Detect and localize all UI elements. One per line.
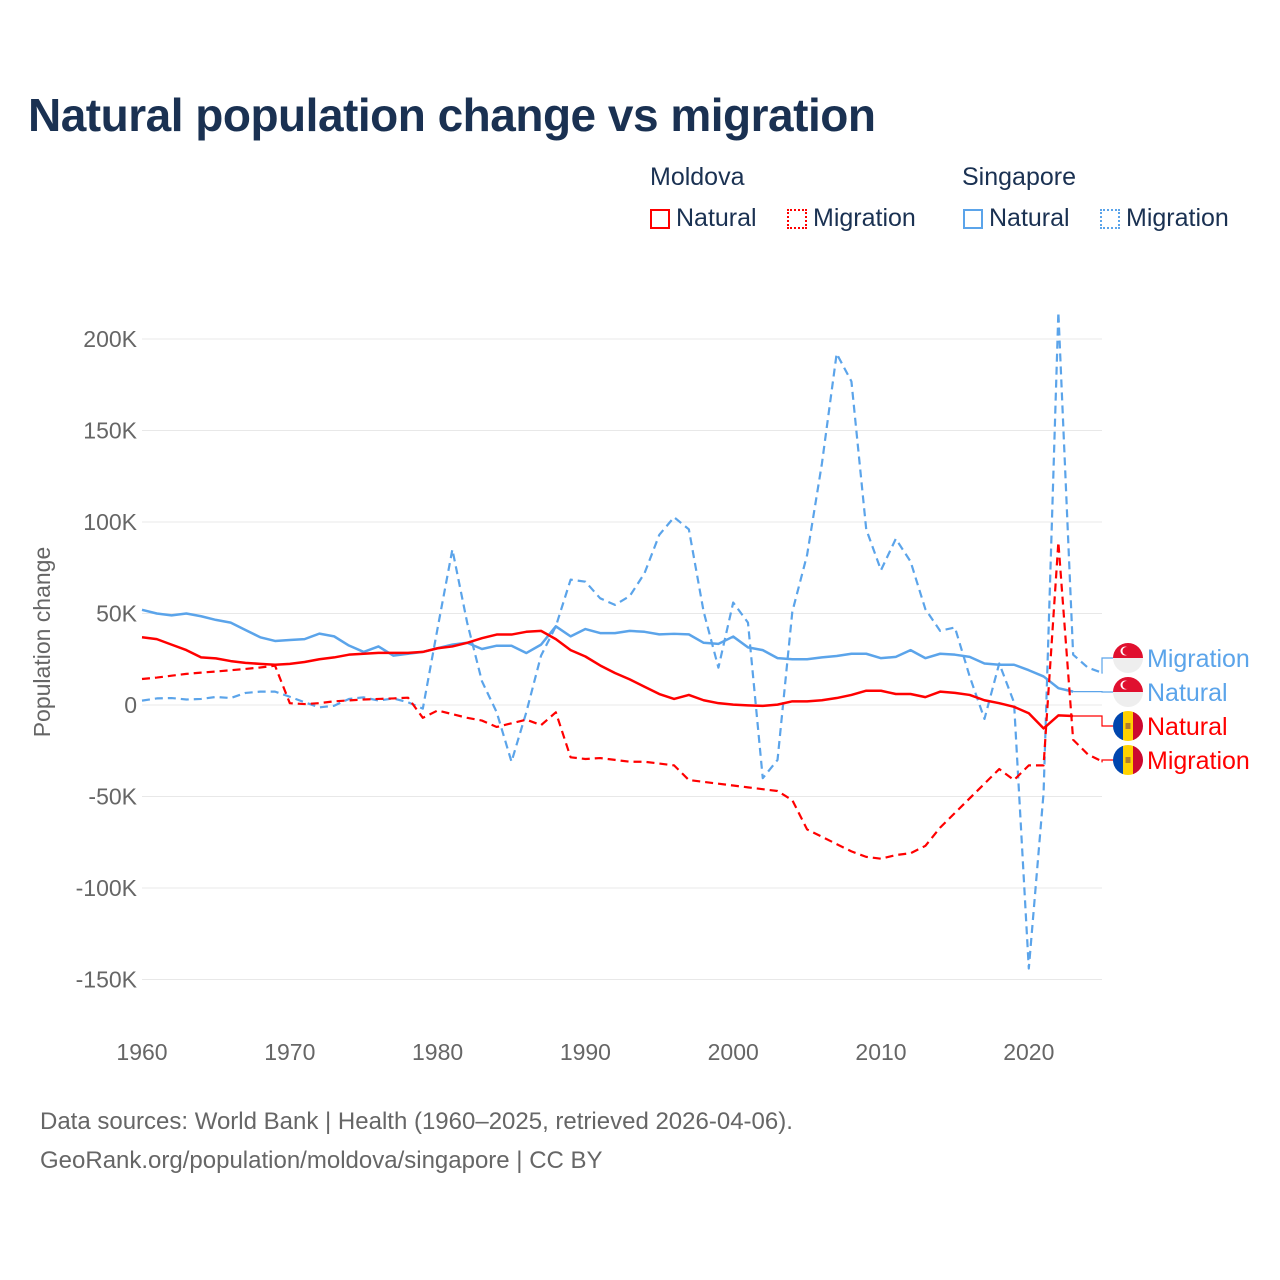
- y-tick-label: -150K: [76, 967, 138, 993]
- y-tick-label: -50K: [88, 784, 137, 810]
- series-line-singapore-natural: [141, 608, 1074, 693]
- x-tick-label: 1960: [116, 1039, 167, 1065]
- singapore-flag-icon: [1113, 643, 1143, 673]
- series-line-singapore-migration: [141, 310, 1104, 970]
- end-label-moldova-natural: Natural: [1147, 713, 1228, 741]
- legend-swatch-solid-red: [650, 208, 670, 229]
- legend-item-singapore-migration[interactable]: Migration: [1100, 204, 1229, 233]
- legend-item-singapore-natural[interactable]: Natural: [963, 204, 1070, 233]
- source-link[interactable]: GeoRank.org/population/moldova/singapore…: [40, 1147, 603, 1174]
- legend-label: Natural: [676, 204, 757, 232]
- legend-swatch-solid-blue: [963, 208, 983, 229]
- series-line-moldova-migration: [141, 541, 1104, 860]
- legend-label: Migration: [1126, 204, 1229, 232]
- y-tick-label: -100K: [76, 875, 138, 901]
- legend-item-moldova-migration[interactable]: Migration: [787, 204, 916, 233]
- end-label-moldova-migration: Migration: [1147, 747, 1250, 775]
- end-label-connector: [1101, 657, 1113, 674]
- legend-label: Migration: [813, 204, 916, 232]
- x-tick-label: 1990: [560, 1039, 611, 1065]
- end-label-connector: [1101, 759, 1113, 763]
- y-axis-label: Population change: [29, 547, 55, 738]
- source-line: Data sources: World Bank | Health (1960–…: [40, 1108, 793, 1135]
- chart-title: Natural population change vs migration: [28, 89, 876, 141]
- legend-swatch-dotted-red: [787, 208, 807, 229]
- y-tick-label: 150K: [83, 418, 137, 444]
- singapore-flag-icon: [1113, 677, 1143, 707]
- end-label-singapore-natural: Natural: [1147, 679, 1228, 707]
- y-tick-label: 50K: [96, 601, 138, 627]
- y-tick-label: 100K: [83, 509, 137, 535]
- end-label-connector: [1073, 715, 1113, 727]
- x-tick-label: 2010: [855, 1039, 906, 1065]
- x-tick-label: 1970: [264, 1039, 315, 1065]
- x-tick-label: 2000: [708, 1039, 759, 1065]
- legend-group-moldova: Moldova: [650, 163, 745, 191]
- moldova-flag-icon: [1113, 711, 1143, 741]
- legend-swatch-dotted-blue: [1100, 208, 1120, 229]
- end-label-singapore-migration: Migration: [1147, 645, 1250, 673]
- x-tick-label: 1980: [412, 1039, 463, 1065]
- y-tick-label: 200K: [83, 326, 137, 352]
- legend-label: Natural: [989, 204, 1070, 232]
- legend-item-moldova-natural[interactable]: Natural: [650, 204, 757, 233]
- x-tick-label: 2020: [1003, 1039, 1054, 1065]
- series-line-moldova-natural: [141, 629, 1074, 730]
- legend-group-singapore: Singapore: [962, 163, 1076, 191]
- moldova-flag-icon: [1113, 745, 1143, 775]
- y-tick-label: 0: [124, 692, 137, 718]
